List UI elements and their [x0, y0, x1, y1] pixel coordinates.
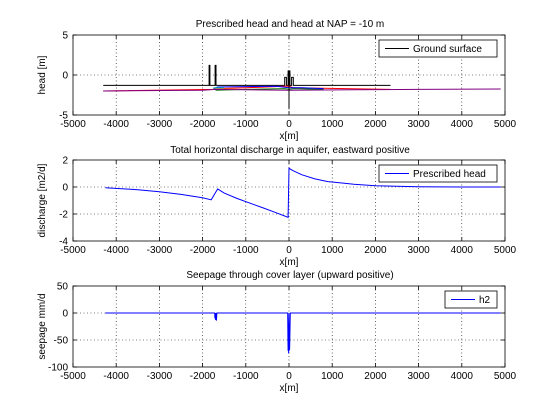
panel-seepage-xtick-label: 3000 — [407, 371, 430, 382]
panel-head-xtick-label: 2000 — [364, 119, 387, 130]
panel-discharge: Total horizontal discharge in aquifer, e… — [37, 145, 517, 268]
panel-seepage-legend: h2 — [444, 290, 498, 309]
panel-discharge-legend-label: Prescribed head — [413, 169, 486, 180]
panel-discharge-ytick-label: 2 — [62, 156, 68, 167]
panel-head-ticks: -5000 -4000 -3000 -2000 -1000 0 1000 2000 3000 40… — [59, 31, 516, 131]
panel-seepage-xtick-label: 1000 — [321, 371, 344, 382]
panel-head-xtick-label: 3000 — [407, 119, 430, 130]
panel-seepage-series-0 — [105, 312, 501, 354]
panel-seepage-ytick-label: -100 — [48, 363, 68, 374]
panel-head-xtick-label: -5000 — [60, 119, 86, 130]
panel-discharge-grid — [73, 160, 505, 241]
panel-head-legend-box — [378, 39, 498, 58]
panel-discharge-xtick-label: -3000 — [147, 245, 173, 256]
panel-discharge-lines — [105, 167, 501, 219]
panel-seepage-xtick-label: 4000 — [451, 371, 474, 382]
panel-discharge-ytick-label: -2 — [59, 210, 68, 221]
panel-seepage-xtick-label: 0 — [286, 371, 292, 382]
panel-head-series-0 — [103, 64, 391, 86]
panel-discharge-title: Total horizontal discharge in aquifer, e… — [170, 145, 410, 156]
panel-discharge-ylabel: discharge [m2/d] — [37, 163, 48, 237]
panel-head-legend-label: Ground surface — [413, 44, 482, 55]
panel-head: Prescribed head and head at NAP = -10 m … — [37, 19, 517, 142]
panel-head-legend: Ground surface — [378, 39, 498, 58]
panel-head-xtick-label: 1000 — [321, 119, 344, 130]
panel-discharge-xtick-label: 1000 — [321, 245, 344, 256]
panel-discharge-ticks: -5000 -4000 -3000 -2000 -1000 0 1000 2000 3000 40… — [59, 156, 516, 257]
panel-head-ytick-label: -5 — [59, 111, 68, 122]
panel-discharge-xtick-label: 4000 — [451, 245, 474, 256]
panel-discharge-xtick-label: -5000 — [60, 245, 86, 256]
panel-discharge-xtick-label: -2000 — [190, 245, 216, 256]
panel-seepage-ytick-label: 0 — [62, 309, 68, 320]
panel-discharge-xtick-label: 0 — [286, 245, 292, 256]
panel-seepage: Seepage through cover layer (upward posi… — [37, 270, 517, 394]
panel-seepage-title: Seepage through cover layer (upward posi… — [186, 270, 393, 281]
panel-head-title: Prescribed head and head at NAP = -10 m — [196, 19, 385, 30]
panel-seepage-ticks: -5000 -4000 -3000 -2000 -1000 0 1000 2000 3000 40… — [48, 282, 517, 383]
panel-head-xtick-label: 5000 — [494, 119, 517, 130]
panel-discharge-xtick-label: 2000 — [364, 245, 387, 256]
panel-discharge-ytick-label: 0 — [62, 183, 68, 194]
panel-seepage-ylabel: seepage mm/d — [37, 293, 48, 359]
panel-discharge-series-0 — [105, 167, 501, 219]
panel-head-xtick-label: -3000 — [147, 119, 173, 130]
panel-seepage-legend-label: h2 — [479, 295, 491, 306]
panel-head-ytick-label: 0 — [62, 71, 68, 82]
panel-seepage-xtick-label: -4000 — [103, 371, 129, 382]
panel-seepage-lines — [105, 312, 501, 354]
panel-seepage-xlabel: x[m] — [280, 383, 299, 394]
panel-discharge-xtick-label: 3000 — [407, 245, 430, 256]
panel-head-xlabel: x[m] — [280, 131, 299, 142]
panel-discharge-legend-box — [378, 164, 498, 183]
panel-seepage-xtick-label: -3000 — [147, 371, 173, 382]
panel-discharge-xtick-label: 5000 — [494, 245, 517, 256]
panel-head-ytick-label: 5 — [62, 31, 68, 42]
panel-discharge-legend: Prescribed head — [378, 164, 498, 183]
panel-discharge-xtick-label: -1000 — [233, 245, 259, 256]
panel-seepage-xtick-label: -2000 — [190, 371, 216, 382]
panel-seepage-ytick-label: 50 — [57, 282, 69, 293]
panel-head-series-3 — [213, 85, 324, 90]
panel-discharge-xtick-label: -4000 — [103, 245, 129, 256]
panel-seepage-ytick-label: -50 — [54, 336, 69, 347]
panel-head-xtick-label: -4000 — [103, 119, 129, 130]
panel-head-xtick-label: 0 — [286, 119, 292, 130]
panel-head-xtick-label: 4000 — [451, 119, 474, 130]
panel-discharge-xlabel: x[m] — [280, 257, 299, 268]
panel-seepage-xtick-label: 5000 — [494, 371, 517, 382]
panel-discharge-ytick-label: -4 — [59, 237, 68, 248]
panel-head-xtick-label: -2000 — [190, 119, 216, 130]
panel-head-lines — [103, 64, 501, 109]
panel-seepage-xtick-label: -1000 — [233, 371, 259, 382]
panel-head-xtick-label: -1000 — [233, 119, 259, 130]
panel-seepage-xtick-label: 2000 — [364, 371, 387, 382]
panel-head-ylabel: head [m] — [37, 55, 48, 94]
panel-seepage-xtick-label: -5000 — [60, 371, 86, 382]
